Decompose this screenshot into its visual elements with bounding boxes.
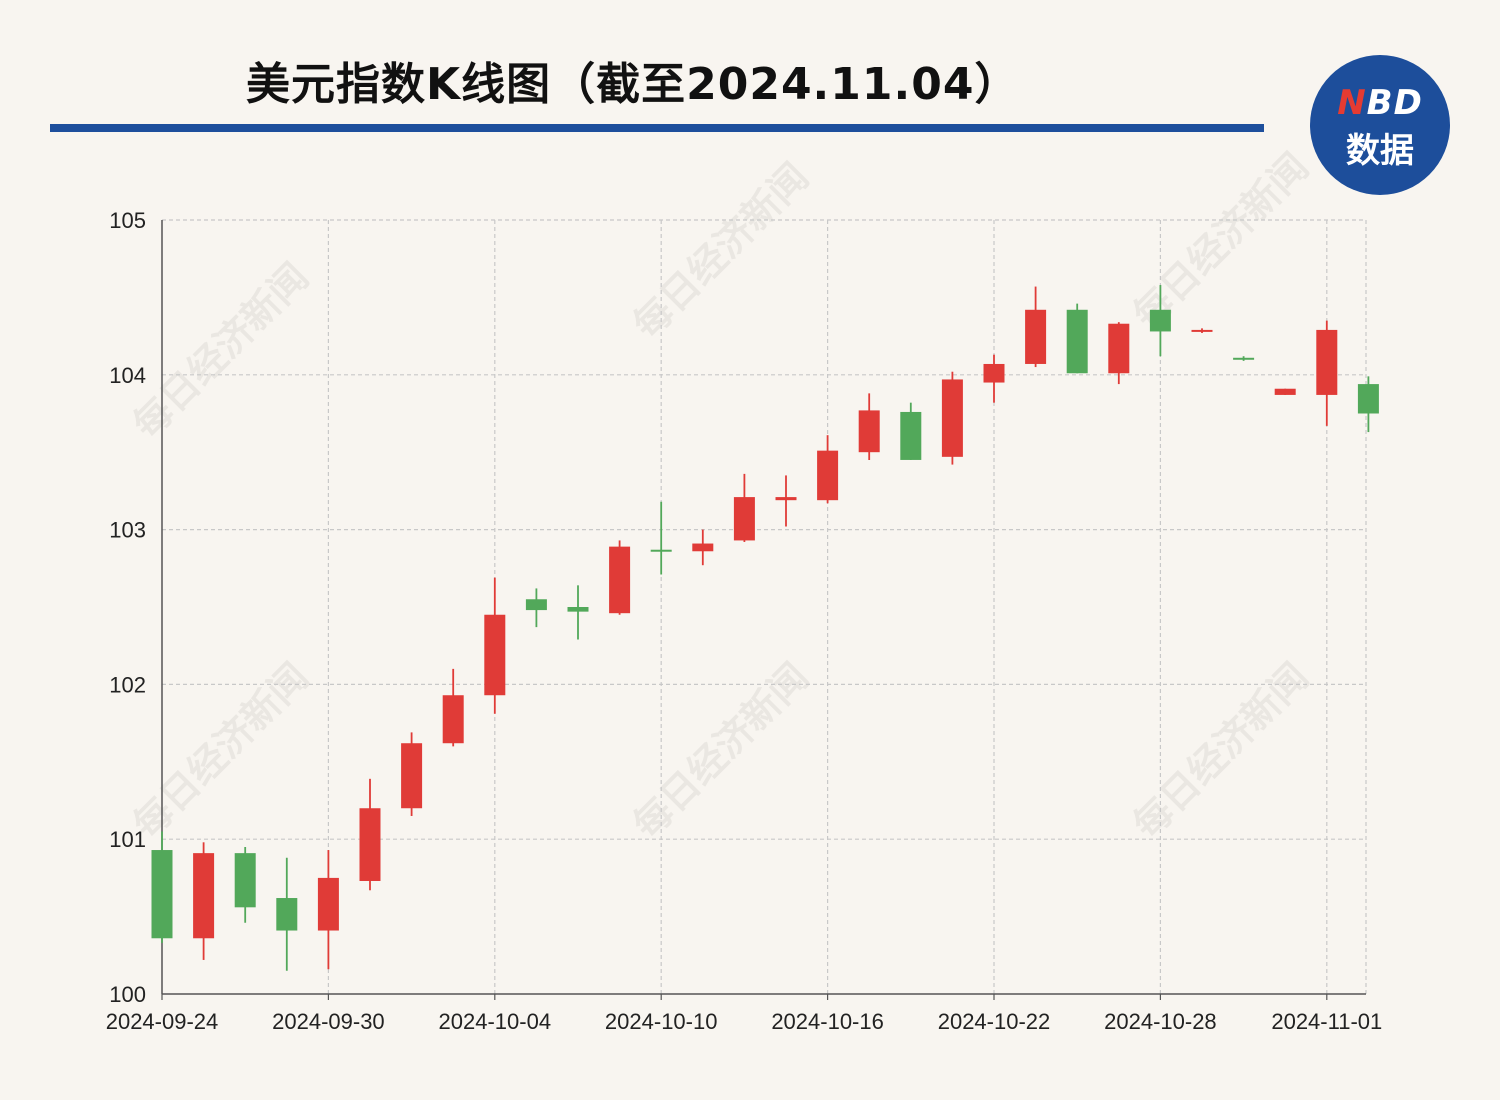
candle-body-up: [941, 379, 963, 457]
candle-body-down: [1357, 384, 1379, 414]
candle-body-down: [1066, 309, 1088, 374]
candle-body-up: [983, 363, 1005, 383]
candle-body-up: [692, 543, 714, 552]
watermark-text: 每日经济新闻: [1125, 655, 1317, 847]
candle-body-down: [1149, 309, 1171, 332]
x-tick-label: 2024-10-10: [605, 1009, 718, 1034]
candle-body-down: [151, 850, 173, 939]
x-tick-label: 2024-11-01: [1271, 1009, 1382, 1034]
candle-body-up: [1274, 388, 1296, 395]
x-tick-label: 2024-10-22: [938, 1009, 1051, 1034]
candle-body-up: [401, 743, 423, 809]
candle-body-up: [858, 410, 880, 453]
x-tick-label: 2024-09-24: [106, 1009, 219, 1034]
candle-body-down: [650, 549, 672, 552]
logo-n-letter: N: [1337, 83, 1367, 123]
candle-body-down: [276, 898, 298, 931]
candle-body-up: [317, 877, 339, 931]
candle-body-down: [900, 411, 922, 460]
watermark-text: 每日经济新闻: [1125, 145, 1317, 337]
candle-body-up: [442, 695, 464, 744]
candle-body-down: [234, 853, 256, 908]
candle-body-up: [1108, 323, 1130, 374]
watermark-text: 每日经济新闻: [125, 655, 317, 847]
y-tick-label: 100: [109, 982, 146, 1007]
logo-bd-letters: BD: [1366, 83, 1423, 123]
logo-nbd-text: NBD: [1310, 83, 1450, 123]
candle-body-up: [1025, 309, 1047, 364]
candle-body-up: [817, 450, 839, 501]
candle-body-up: [193, 853, 215, 939]
candle-body-down: [1233, 357, 1255, 360]
x-tick-label: 2024-10-16: [771, 1009, 884, 1034]
y-tick-label: 103: [109, 518, 146, 543]
candle-body-up: [359, 808, 381, 881]
logo-data-text: 数据: [1346, 131, 1414, 171]
candle-body-up: [609, 546, 631, 614]
nbd-data-logo: NBD 数据: [1310, 55, 1450, 195]
watermark-text: 每日经济新闻: [625, 155, 817, 347]
watermark-text: 每日经济新闻: [625, 655, 817, 847]
y-tick-label: 101: [109, 827, 146, 852]
y-tick-label: 102: [109, 672, 146, 697]
candle-body-up: [1316, 329, 1338, 395]
y-tick-label: 104: [109, 363, 146, 388]
candle-body-up: [775, 497, 797, 501]
candle-body-up: [1191, 329, 1213, 332]
x-tick-label: 2024-10-28: [1104, 1009, 1217, 1034]
x-tick-label: 2024-10-04: [439, 1009, 552, 1034]
candle-body-up: [484, 614, 506, 696]
chart-title: 美元指数K线图（截至2024.11.04）: [246, 59, 1020, 110]
title-underline: [50, 124, 1264, 132]
candle-body-down: [567, 607, 589, 612]
y-tick-label: 105: [109, 208, 146, 233]
x-tick-label: 2024-09-30: [272, 1009, 385, 1034]
watermark-text: 每日经济新闻: [125, 255, 317, 447]
candle-body-down: [525, 599, 547, 611]
candle-body-up: [733, 497, 755, 541]
